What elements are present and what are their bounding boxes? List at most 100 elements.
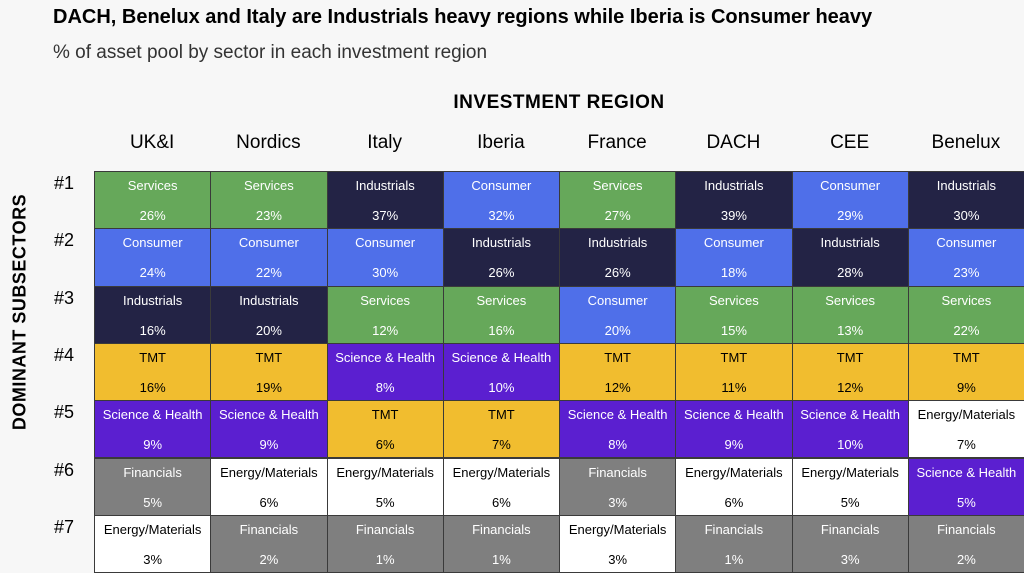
table-cell: Consumer 23% — [907, 228, 1024, 287]
cell-percent-label: 13% — [837, 322, 864, 338]
cell-percent-label: 6% — [259, 494, 279, 510]
cell-sector-label: Industrials — [239, 292, 299, 308]
column-header: Benelux — [931, 132, 1001, 153]
cell-sector-label: Services — [825, 292, 876, 308]
cell-sector-label: Science & Health — [800, 407, 900, 423]
cell-sector-label: Industrials — [588, 235, 648, 251]
cell-sector-label: Services — [476, 292, 527, 308]
table-cell: Energy/Materials 3% — [94, 514, 212, 573]
cell-sector-label: Consumer — [355, 235, 416, 251]
table-cell: Services 16% — [442, 285, 560, 344]
cell-sector-label: Energy/Materials — [220, 464, 318, 480]
row-header: #4 — [54, 344, 75, 365]
table-cell: Energy/Materials 3% — [559, 514, 677, 573]
cell-percent-label: 26% — [139, 208, 166, 223]
column-header: Italy — [367, 132, 403, 153]
cell-sector-label: Science & Health — [219, 407, 319, 423]
chart-title: DACH, Benelux and Italy are Industrials … — [53, 6, 873, 28]
cell-percent-label: 7% — [491, 437, 511, 453]
cell-percent-label: 2% — [259, 551, 279, 567]
table-cell: TMT 16% — [94, 342, 212, 402]
column-header: UK&I — [129, 132, 175, 153]
cell-sector-label: Industrials — [704, 178, 764, 193]
table-cell: Services 22% — [907, 285, 1024, 344]
row-header: #6 — [54, 459, 75, 480]
table-cell: Science & Health 8% — [559, 400, 677, 459]
table-cell: Services 26% — [94, 171, 212, 230]
table-cell: Science & Health 9% — [210, 400, 328, 459]
cell-sector-label: Science & Health — [335, 349, 435, 365]
table-cell: Services 13% — [791, 285, 909, 344]
row-header: #3 — [54, 287, 75, 308]
cell-percent-label: 39% — [720, 208, 747, 223]
cell-sector-label: TMT — [139, 349, 166, 365]
cell-percent-label: 6% — [724, 494, 744, 510]
cell-percent-label: 11% — [721, 379, 747, 395]
cell-percent-label: 16% — [139, 322, 166, 338]
cell-sector-label: Energy/Materials — [452, 464, 551, 480]
column-header: France — [587, 132, 647, 153]
table-cell: Services 12% — [326, 285, 444, 344]
cell-sector-label: Financials — [239, 521, 299, 537]
table-cell: Science & Health 10% — [791, 400, 909, 459]
table-cell: Science & Health 9% — [675, 400, 793, 459]
table-cell: TMT 7% — [442, 400, 560, 459]
cell-percent-label: 22% — [953, 322, 980, 338]
cell-percent-label: 3% — [840, 551, 860, 567]
table-cell: Financials 2% — [907, 514, 1024, 573]
cell-percent-label: 5% — [375, 494, 395, 510]
table-cell: Energy/Materials 6% — [210, 457, 328, 516]
cell-percent-label: 26% — [604, 265, 631, 281]
cell-percent-label: 3% — [608, 494, 628, 510]
cell-sector-label: TMT — [371, 407, 399, 423]
cell-sector-label: Consumer — [703, 235, 764, 251]
cell-sector-label: Science & Health — [451, 349, 552, 365]
table-cell: Industrials 26% — [442, 228, 560, 287]
cell-percent-label: 6% — [375, 437, 395, 453]
cell-sector-label: Industrials — [471, 235, 531, 251]
table-cell: Financials 3% — [559, 457, 677, 516]
cell-percent-label: 12% — [604, 379, 631, 395]
cell-percent-label: 3% — [608, 551, 628, 567]
cell-sector-label: Science & Health — [916, 464, 1017, 480]
cell-sector-label: Consumer — [936, 235, 997, 251]
cell-percent-label: 12% — [837, 379, 864, 395]
cell-percent-label: 8% — [375, 379, 395, 395]
cell-percent-label: 32% — [488, 208, 515, 223]
column-header: DACH — [706, 132, 761, 153]
cell-percent-label: 37% — [372, 208, 399, 223]
cell-sector-label: Energy/Materials — [801, 464, 899, 480]
cell-sector-label: Science & Health — [567, 407, 668, 423]
cell-sector-label: Financials — [123, 464, 182, 480]
table-cell: Energy/Materials 6% — [675, 457, 793, 516]
table-cell: Industrials 16% — [94, 285, 212, 344]
cell-percent-label: 9% — [259, 437, 279, 453]
cell-sector-label: Financials — [472, 521, 531, 537]
column-header: Nordics — [236, 132, 301, 153]
table-cell: TMT 6% — [326, 400, 444, 459]
cell-sector-label: Science & Health — [102, 407, 203, 423]
table-cell: TMT 11% — [675, 342, 793, 402]
cell-sector-label: Financials — [588, 464, 647, 480]
row-header: #7 — [54, 516, 75, 537]
cell-percent-label: 5% — [840, 494, 860, 510]
table-cell: Industrials 37% — [326, 171, 444, 230]
cell-sector-label: Financials — [820, 521, 880, 537]
cell-sector-label: TMT — [836, 349, 864, 365]
table-cell: Science & Health 10% — [442, 342, 560, 402]
table-cell: Science & Health 5% — [907, 457, 1024, 516]
row-header: #1 — [54, 173, 75, 193]
cell-sector-label: Science & Health — [684, 407, 784, 423]
cell-sector-label: Consumer — [587, 292, 648, 308]
table-cell: Energy/Materials 7% — [907, 400, 1024, 459]
cell-sector-label: TMT — [953, 349, 980, 365]
cell-sector-label: Consumer — [471, 178, 532, 193]
cell-percent-label: 1% — [491, 551, 511, 567]
cell-percent-label: 30% — [372, 265, 399, 281]
cell-sector-label: TMT — [255, 349, 283, 365]
table-cell: TMT 9% — [907, 342, 1024, 402]
cell-sector-label: Financials — [704, 521, 764, 537]
cell-sector-label: Industrials — [123, 292, 183, 308]
cell-sector-label: Services — [127, 178, 178, 193]
cell-percent-label: 9% — [724, 437, 744, 453]
